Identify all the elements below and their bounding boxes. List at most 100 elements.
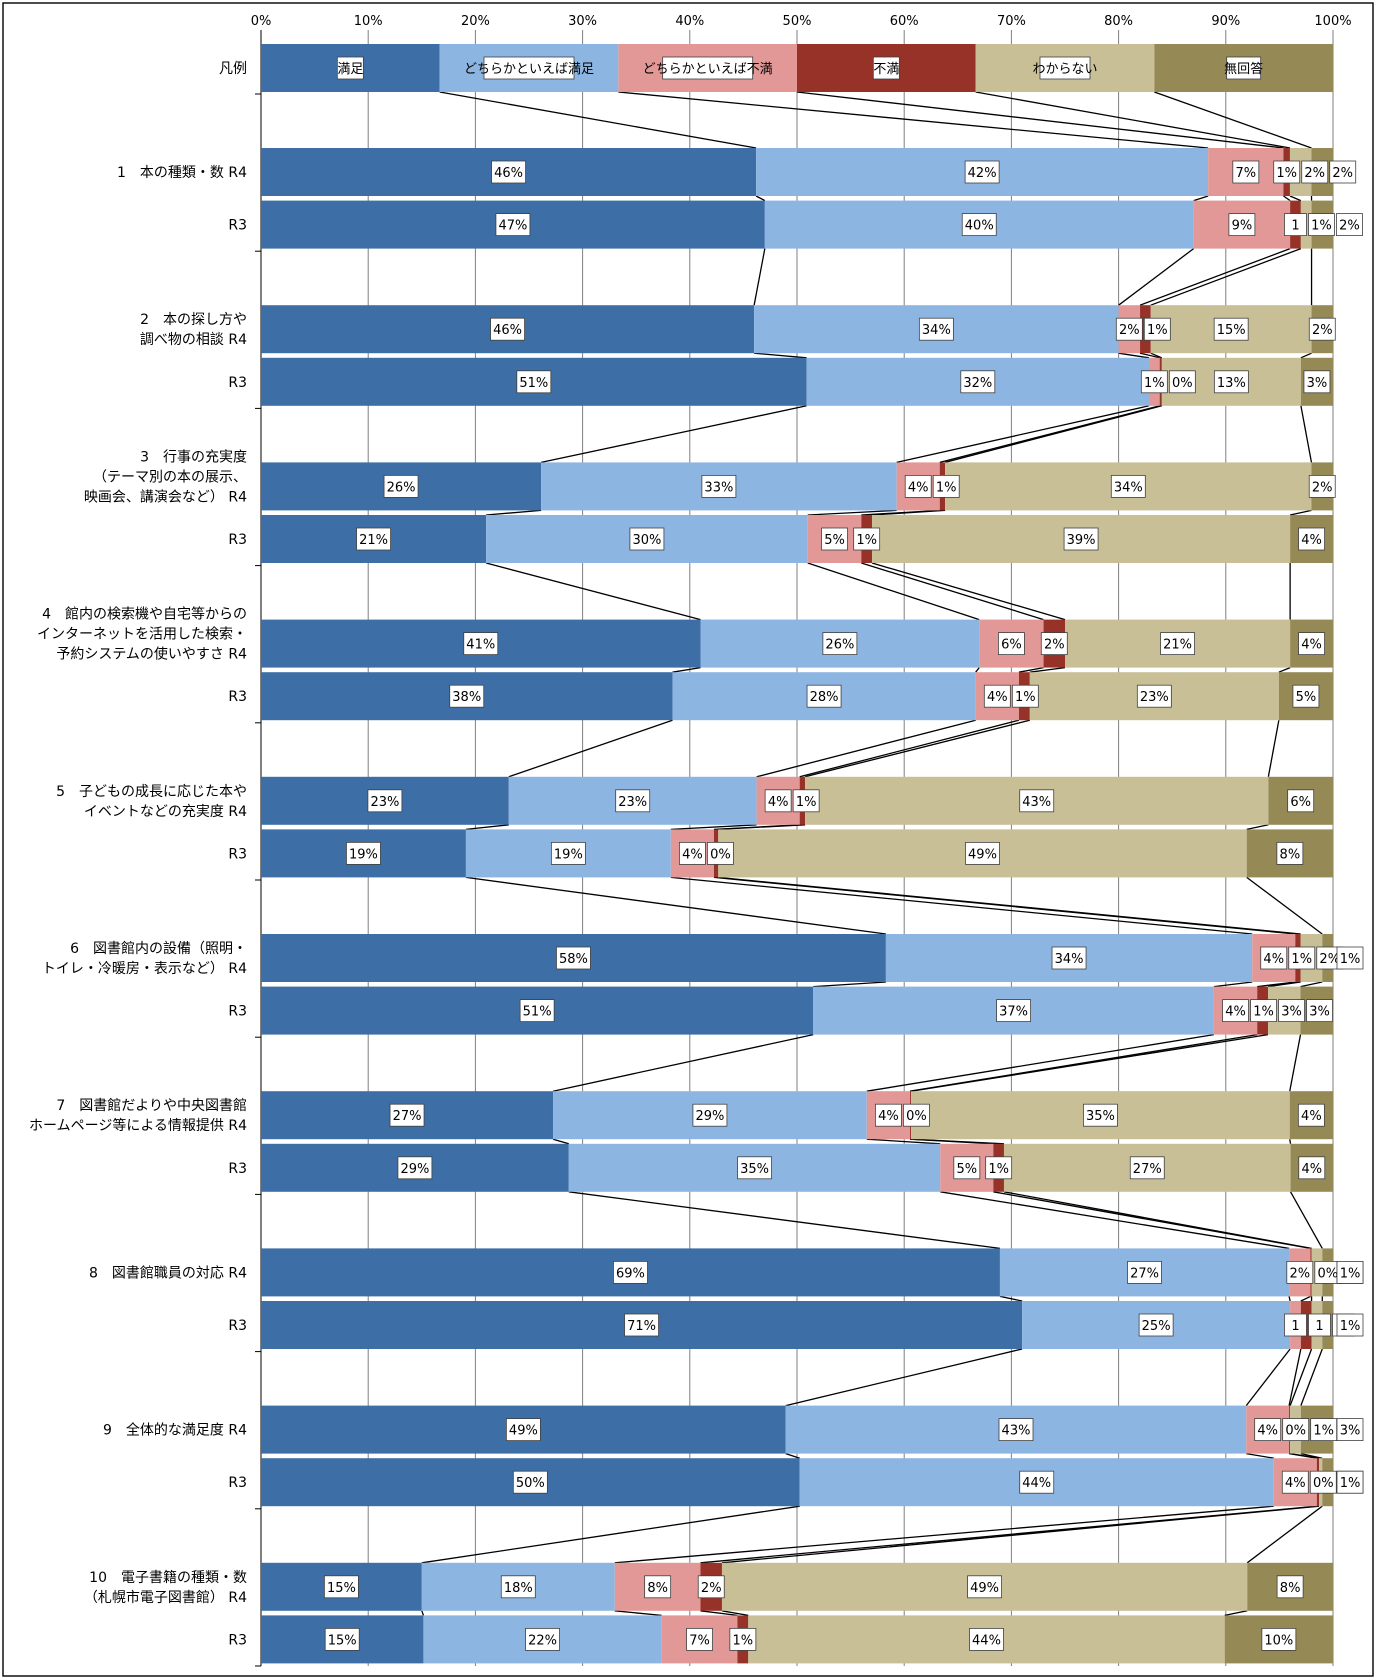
svg-text:71%: 71%	[627, 1319, 656, 1334]
svg-text:2%: 2%	[1312, 323, 1333, 338]
svg-text:0%: 0%	[906, 1109, 927, 1124]
svg-text:27%: 27%	[1133, 1162, 1162, 1177]
svg-text:27%: 27%	[393, 1109, 422, 1124]
connector-line	[1289, 509, 1312, 516]
data-label: 5%	[821, 527, 848, 551]
svg-text:43%: 43%	[1002, 1424, 1031, 1439]
connector-line	[485, 562, 701, 621]
svg-text:4%: 4%	[987, 690, 1008, 705]
svg-text:4%: 4%	[1257, 1424, 1278, 1439]
data-label: 5%	[1292, 684, 1320, 708]
category-label: 5 子どもの成長に応じた本や	[56, 784, 247, 800]
data-label: 21%	[356, 527, 391, 551]
svg-text:58%: 58%	[559, 952, 588, 967]
svg-text:1%: 1%	[1340, 952, 1361, 967]
x-tick-label: 90%	[1211, 14, 1240, 29]
connector-line	[1300, 1452, 1323, 1459]
connector-line	[421, 1610, 425, 1616]
svg-text:2%: 2%	[1119, 323, 1140, 338]
connector-line	[1267, 720, 1280, 777]
svg-text:2%: 2%	[1044, 638, 1065, 653]
data-label: 39%	[1063, 527, 1099, 551]
connector-line	[1139, 352, 1160, 359]
data-label: 1%	[1143, 317, 1171, 341]
data-label: 1%	[1288, 946, 1316, 970]
data-label: 49%	[505, 1418, 541, 1441]
data-label: 51%	[516, 370, 552, 394]
connector-line	[465, 824, 509, 831]
svg-text:1%: 1%	[796, 795, 817, 810]
connector-line	[614, 1505, 1274, 1564]
connector-line	[718, 824, 806, 831]
svg-text:4%: 4%	[908, 480, 929, 495]
connector-line	[1029, 666, 1066, 673]
svg-text:37%: 37%	[999, 1005, 1028, 1020]
data-label: 0%	[1168, 370, 1196, 394]
svg-text:4%: 4%	[1301, 638, 1322, 653]
svg-text:1%: 1%	[856, 533, 877, 548]
svg-text:1%: 1%	[1313, 1424, 1334, 1439]
connector-line	[1246, 824, 1269, 831]
data-label: 46%	[490, 317, 525, 341]
data-label: 46%	[491, 160, 526, 184]
connector-line	[1154, 91, 1312, 149]
category-label: 映画会、講演会など） R4	[84, 489, 247, 505]
data-label: 1%	[1310, 1418, 1338, 1441]
data-label: 2%	[1308, 474, 1336, 498]
data-label: 1%	[1336, 1470, 1364, 1494]
data-label: 69%	[613, 1261, 648, 1284]
data-label: 3%	[1303, 370, 1331, 394]
category-label: トイレ・冷暖房・表示など） R4	[42, 961, 247, 977]
svg-text:0%: 0%	[1285, 1424, 1306, 1439]
connector-line	[975, 91, 1291, 149]
svg-text:3%: 3%	[1340, 1424, 1361, 1439]
data-label: 35%	[1083, 1103, 1118, 1127]
data-label: 8%	[1276, 1575, 1304, 1599]
data-label: 1	[1308, 1313, 1331, 1337]
connector-line	[896, 405, 1150, 464]
connector-line	[1246, 1505, 1323, 1564]
connector-line	[614, 1610, 662, 1617]
svg-text:29%: 29%	[400, 1162, 429, 1177]
data-label: 9%	[1228, 213, 1256, 237]
data-label: 2%	[1316, 946, 1344, 970]
data-label: どちらかといえば不満	[643, 56, 773, 80]
connector-line	[1118, 352, 1150, 359]
svg-text:2%: 2%	[1319, 952, 1340, 967]
svg-text:49%: 49%	[509, 1424, 538, 1439]
data-label: 不満	[872, 56, 900, 80]
connector-line	[813, 981, 886, 988]
connector-line	[1150, 352, 1163, 359]
connector-line	[911, 1033, 1269, 1092]
data-label: 1%	[985, 1156, 1013, 1180]
svg-text:34%: 34%	[1055, 952, 1084, 967]
data-label: 4%	[983, 684, 1011, 708]
connector-line	[871, 509, 946, 516]
svg-text:51%: 51%	[519, 376, 548, 391]
data-label: 29%	[692, 1103, 728, 1127]
svg-text:2%: 2%	[1332, 166, 1353, 181]
data-label: 0%	[1282, 1418, 1310, 1441]
data-label: 15%	[324, 1628, 360, 1651]
x-tick-label: 50%	[783, 14, 812, 29]
data-label: 4%	[1260, 946, 1288, 970]
data-label: 2%	[1308, 317, 1336, 341]
data-label: 15%	[323, 1575, 359, 1599]
connector-line	[1300, 1348, 1323, 1406]
connector-line	[618, 91, 1209, 149]
svg-text:4%: 4%	[878, 1109, 899, 1124]
svg-text:4%: 4%	[1301, 533, 1322, 548]
connector-line	[439, 91, 757, 149]
connector-line	[911, 1138, 1005, 1145]
connector-line	[755, 195, 766, 202]
svg-text:26%: 26%	[387, 480, 416, 495]
data-label: 1%	[1336, 1261, 1364, 1284]
svg-text:47%: 47%	[498, 219, 527, 234]
data-label: 1%	[1250, 999, 1277, 1022]
svg-text:39%: 39%	[1067, 533, 1096, 548]
svg-text:4%: 4%	[1285, 1476, 1306, 1491]
svg-text:3%: 3%	[1281, 1005, 1302, 1020]
connector-line	[785, 1348, 1023, 1407]
connector-line	[756, 719, 976, 778]
